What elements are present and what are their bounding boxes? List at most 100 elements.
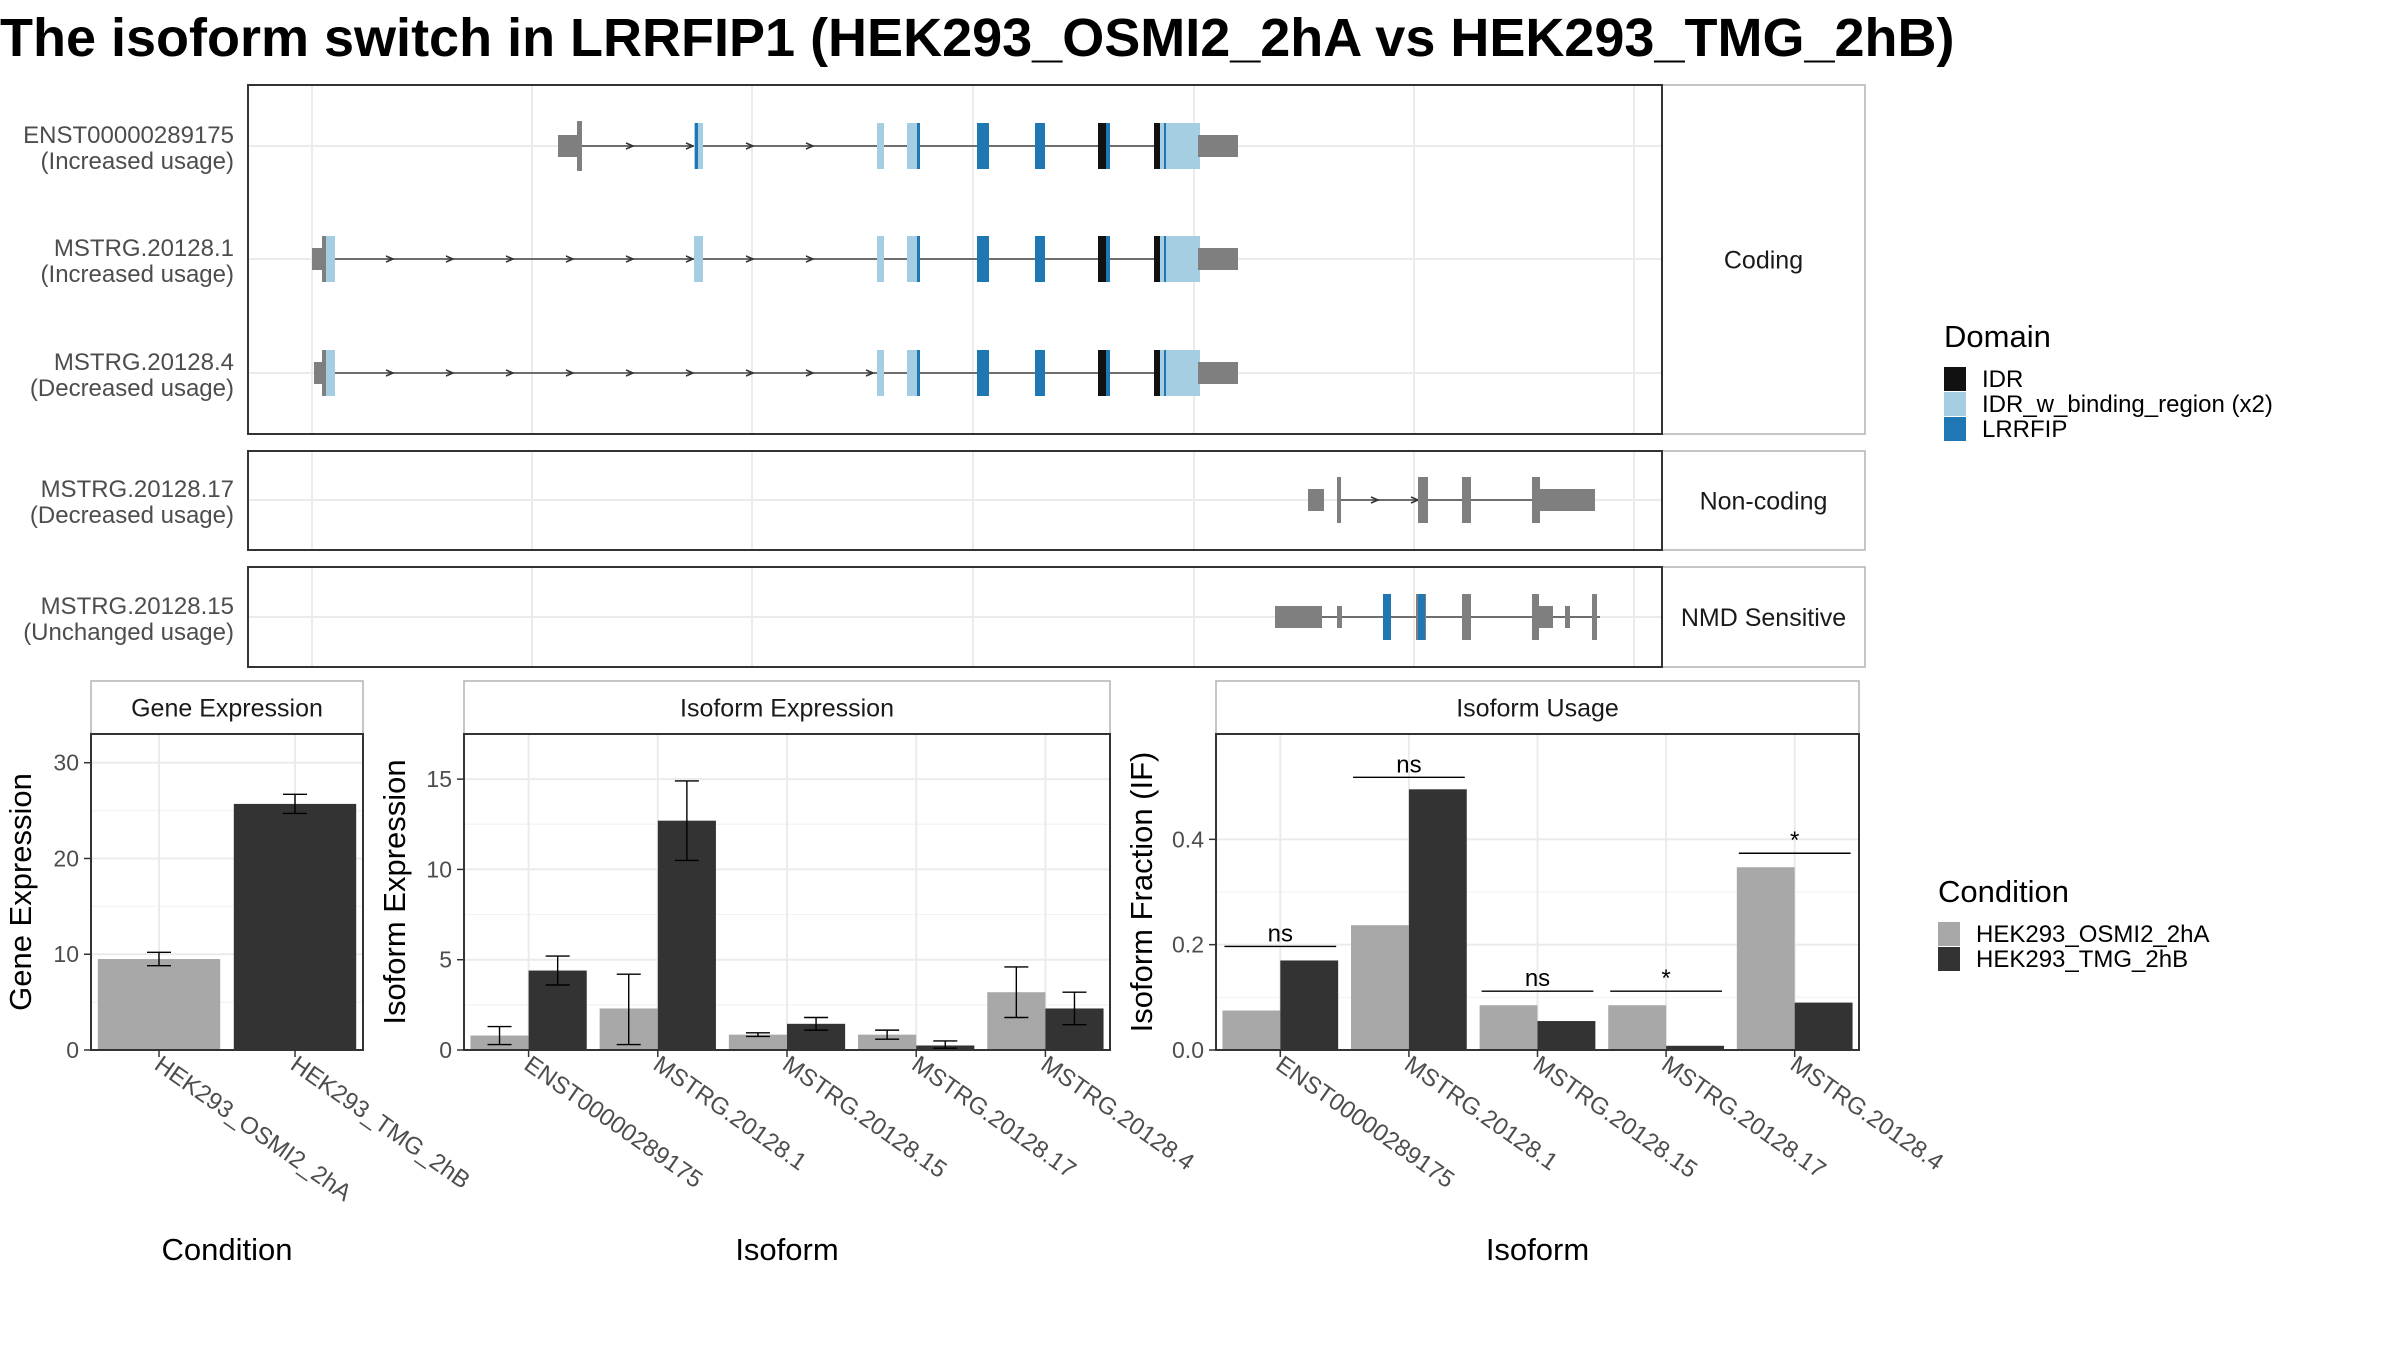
y-tick-label: 0.0 — [1172, 1037, 1204, 1063]
transcript-ENST00000289175: ENST00000289175(Increased usage) — [23, 121, 1238, 175]
error-bar — [875, 1029, 900, 1040]
exon-block — [1160, 350, 1200, 396]
y-tick-label: 0.2 — [1172, 932, 1204, 958]
facet-strip — [1661, 566, 1866, 668]
panel-border — [247, 450, 1663, 551]
strand-arrow — [505, 255, 515, 263]
bar — [1351, 925, 1409, 1050]
exon-block — [1198, 362, 1238, 384]
exon-block — [1337, 606, 1342, 628]
transcript-MSTRG.20128.1: MSTRG.20128.1(Increased usage) — [41, 235, 1238, 288]
transcript-usage: (Decreased usage) — [30, 502, 234, 529]
transcript-MSTRG.20128.15: MSTRG.20128.15(Unchanged usage) — [23, 593, 1600, 646]
strand-arrow — [625, 255, 635, 263]
exon-block — [1160, 123, 1200, 169]
strand-arrow — [805, 255, 815, 263]
transcript-group-1: Non-coding MSTRG.20128.17(Decreased usage… — [30, 450, 1866, 551]
exon-block — [877, 350, 884, 396]
transcript-name: MSTRG.20128.4 — [54, 349, 234, 376]
significance-label: * — [1661, 965, 1670, 992]
transcript-MSTRG.20128.17: MSTRG.20128.17(Decreased usage) — [30, 476, 1595, 529]
exon-block — [1540, 489, 1595, 511]
exon-block — [1532, 594, 1539, 640]
panel-border — [247, 84, 1663, 435]
exon-block — [917, 123, 920, 169]
legend-label: IDR — [1982, 366, 2023, 393]
exon-block — [1383, 594, 1391, 640]
error-bar — [933, 1040, 958, 1049]
facet-strip — [1661, 84, 1866, 435]
strand-arrow — [385, 369, 395, 377]
exon-block — [877, 123, 884, 169]
transcript-usage: (Unchanged usage) — [23, 619, 234, 646]
exon-block — [1106, 236, 1110, 282]
bar — [233, 803, 357, 1050]
error-bar — [487, 1025, 512, 1046]
strand-arrow — [685, 142, 695, 150]
exon-block — [917, 350, 920, 396]
exon-block — [314, 362, 324, 384]
exon-block — [322, 236, 327, 282]
strand-arrow — [385, 255, 395, 263]
exon-block — [1418, 477, 1428, 523]
panel-title: Gene Expression — [131, 695, 323, 723]
legend-label: IDR_w_binding_region (x2) — [1982, 391, 2273, 418]
exon-block — [907, 236, 917, 282]
legend-key — [1938, 947, 1960, 971]
error-bar — [804, 1016, 829, 1031]
exon-block — [1164, 236, 1166, 282]
legend-label: HEK293_OSMI2_2hA — [1976, 921, 2209, 948]
exon-block — [877, 236, 884, 282]
panel-strip — [90, 680, 364, 735]
exon-block — [977, 236, 989, 282]
exon-block — [1539, 606, 1553, 628]
error-bar — [283, 793, 307, 815]
y-tick-label: 10 — [53, 941, 79, 967]
strand-arrow — [805, 142, 815, 150]
bar — [1608, 1005, 1667, 1050]
exon-block — [1462, 594, 1471, 640]
strand-arrow — [565, 255, 575, 263]
x-axis-title: Isoform — [735, 1232, 838, 1267]
strand-arrow — [745, 255, 755, 263]
panel-title: Isoform Expression — [680, 695, 894, 723]
y-tick-label: 20 — [53, 845, 79, 871]
legend-key — [1944, 417, 1966, 441]
exon-block — [1106, 123, 1110, 169]
y-tick-label: 15 — [426, 766, 452, 792]
panel-border — [247, 566, 1663, 668]
significance-label: ns — [1396, 751, 1421, 778]
exon-block — [1164, 350, 1166, 396]
strand-arrow — [685, 255, 695, 263]
y-tick-label: 0 — [439, 1037, 452, 1063]
gene-expression-panel: Gene Expression0102030HEK293_OSMI2_2hAHE… — [3, 680, 475, 1267]
bar — [1666, 1045, 1724, 1050]
x-axis-title: Isoform — [1486, 1232, 1589, 1267]
bar — [1794, 1002, 1853, 1050]
exon-block — [1462, 477, 1471, 523]
transcript-name: MSTRG.20128.1 — [54, 235, 234, 262]
significance-label: ns — [1525, 965, 1550, 992]
y-axis-title: Gene Expression — [3, 773, 38, 1011]
exon-block — [694, 236, 703, 282]
bar — [1736, 867, 1795, 1050]
legend-key — [1944, 392, 1966, 416]
transcript-group-2: NMD Sensitive MSTRG.20128.15(Unchanged us… — [23, 566, 1866, 668]
exon-block — [977, 123, 989, 169]
strand-arrow — [805, 369, 815, 377]
exon-block — [326, 236, 335, 282]
legend-key — [1944, 367, 1966, 391]
exon-block — [1035, 350, 1045, 396]
exon-block — [694, 123, 703, 169]
panel-strip — [1215, 680, 1860, 735]
error-bar — [1004, 966, 1029, 1019]
error-bar — [545, 955, 570, 986]
exon-block — [326, 350, 335, 396]
y-tick-label: 10 — [426, 856, 452, 882]
legend-key — [1938, 922, 1960, 946]
